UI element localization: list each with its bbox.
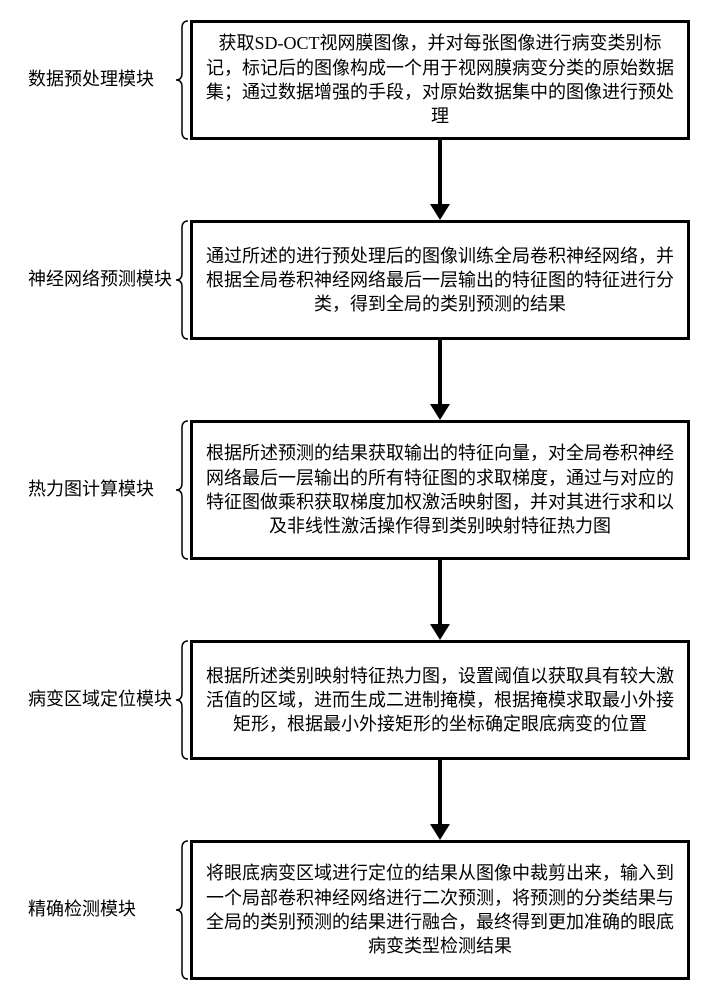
brace-4 [175, 640, 190, 760]
arrow-head-1 [430, 204, 450, 220]
module-label-1: 数据预处理模块 [28, 68, 154, 91]
arrow-line-2 [438, 340, 442, 404]
module-label-2: 神经网络预测模块 [28, 268, 172, 291]
flowchart-block-5: 将眼底病变区域进行定位的结果从图像中裁剪出来，输入到一个局部卷积神经网络进行二次… [190, 840, 690, 980]
brace-2 [175, 220, 190, 340]
arrow-line-3 [438, 560, 442, 624]
block-text: 获取SD-OCT视网膜图像，并对每张图像进行病变类别标记，标记后的图像构成一个用… [203, 31, 677, 128]
module-label-4: 病变区域定位模块 [28, 688, 172, 711]
flowchart-block-4: 根据所述类别映射特征热力图，设置阈值以获取具有较大激活值的区域，进而生成二进制掩… [190, 640, 690, 760]
block-text: 将眼底病变区域进行定位的结果从图像中裁剪出来，输入到一个局部卷积神经网络进行二次… [203, 861, 677, 958]
block-text: 根据所述预测的结果获取输出的特征向量，对全局卷积神经网络最后一层输出的所有特征图… [203, 441, 677, 538]
module-label-5: 精确检测模块 [28, 898, 136, 921]
flowchart-block-3: 根据所述预测的结果获取输出的特征向量，对全局卷积神经网络最后一层输出的所有特征图… [190, 420, 690, 560]
arrow-line-4 [438, 760, 442, 824]
block-text: 根据所述类别映射特征热力图，设置阈值以获取具有较大激活值的区域，进而生成二进制掩… [203, 664, 677, 737]
brace-3 [175, 420, 190, 560]
flowchart-block-2: 通过所述的进行预处理后的图像训练全局卷积神经网络，并根据全局卷积神经网络最后一层… [190, 220, 690, 340]
module-label-3: 热力图计算模块 [28, 478, 154, 501]
block-text: 通过所述的进行预处理后的图像训练全局卷积神经网络，并根据全局卷积神经网络最后一层… [203, 244, 677, 317]
flowchart-block-1: 获取SD-OCT视网膜图像，并对每张图像进行病变类别标记，标记后的图像构成一个用… [190, 20, 690, 140]
arrow-head-2 [430, 404, 450, 420]
brace-1 [175, 20, 190, 140]
arrow-head-4 [430, 824, 450, 840]
brace-5 [175, 840, 190, 980]
flowchart-container: 获取SD-OCT视网膜图像，并对每张图像进行病变类别标记，标记后的图像构成一个用… [0, 0, 714, 1000]
arrow-line-1 [438, 140, 442, 204]
arrow-head-3 [430, 624, 450, 640]
